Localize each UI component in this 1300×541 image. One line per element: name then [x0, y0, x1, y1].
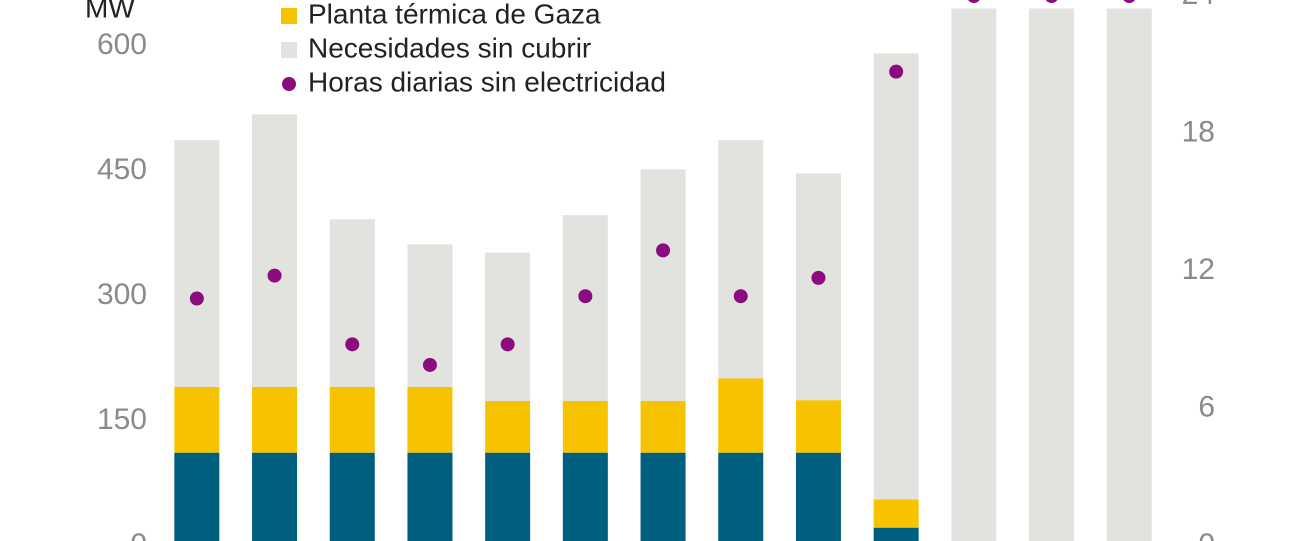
y2-tick-label: 18 [1182, 115, 1215, 148]
bar-segment [795, 400, 841, 453]
dot [968, 0, 980, 3]
bar-segment [485, 401, 531, 453]
bar-segment [951, 8, 997, 541]
bar-segment [174, 452, 220, 541]
bar-segment [174, 386, 220, 453]
dot [500, 337, 515, 352]
dot [889, 64, 904, 79]
bar-segment [485, 452, 531, 541]
bar-segment [795, 452, 841, 541]
y2-tick-label: 24 [1182, 0, 1215, 11]
bar-segment [873, 53, 919, 500]
bar-segment [407, 452, 453, 541]
bar-segment [329, 219, 375, 387]
bar-segment [485, 252, 531, 401]
bar-segment [1106, 8, 1152, 541]
bar-segment [562, 401, 608, 453]
dot [345, 337, 360, 352]
dot [422, 357, 437, 372]
y2-tick-label: 12 [1182, 253, 1215, 286]
dot [733, 289, 748, 304]
legend-marker [282, 77, 296, 91]
bar-segment [873, 527, 919, 541]
dot [811, 270, 826, 285]
bar-segment [640, 401, 686, 453]
legend-label: Necesidades sin cubrir [308, 32, 591, 63]
dot [1123, 0, 1135, 3]
dot [267, 268, 282, 283]
bar-segment [329, 452, 375, 541]
y2-tick-label: 6 [1198, 390, 1215, 423]
bar-segment [795, 173, 841, 401]
y-tick-label: 150 [97, 403, 147, 436]
dot [189, 291, 204, 306]
bar-segment [1029, 8, 1075, 541]
y-tick-label: 450 [97, 153, 147, 186]
bar-segment [329, 386, 375, 453]
bar-segment [407, 386, 453, 453]
legend-marker [281, 42, 297, 58]
bar-segment [252, 386, 298, 453]
y-tick-label: 600 [97, 28, 147, 61]
bar-segment [174, 140, 220, 387]
legend-label: Horas diarias sin electricidad [308, 66, 666, 97]
legend-label: Planta térmica de Gaza [308, 0, 601, 29]
bar-segment [562, 452, 608, 541]
bar-segment [873, 499, 919, 528]
y2-tick-label: 0 [1198, 528, 1215, 541]
bar-segment [718, 452, 764, 541]
bar-segment [718, 140, 764, 379]
bar-segment [640, 169, 686, 401]
y-tick-label: 300 [97, 278, 147, 311]
y-tick-label: 0 [130, 528, 147, 541]
bar-segment [252, 452, 298, 541]
dot [1045, 0, 1058, 3]
y-axis-label: MW [85, 0, 135, 23]
dot [656, 243, 671, 258]
bar-segment [562, 215, 608, 401]
dot [578, 289, 593, 304]
bar-segment [640, 452, 686, 541]
legend-marker [281, 8, 297, 24]
bar-segment [252, 114, 298, 387]
bar-segment [718, 378, 764, 453]
